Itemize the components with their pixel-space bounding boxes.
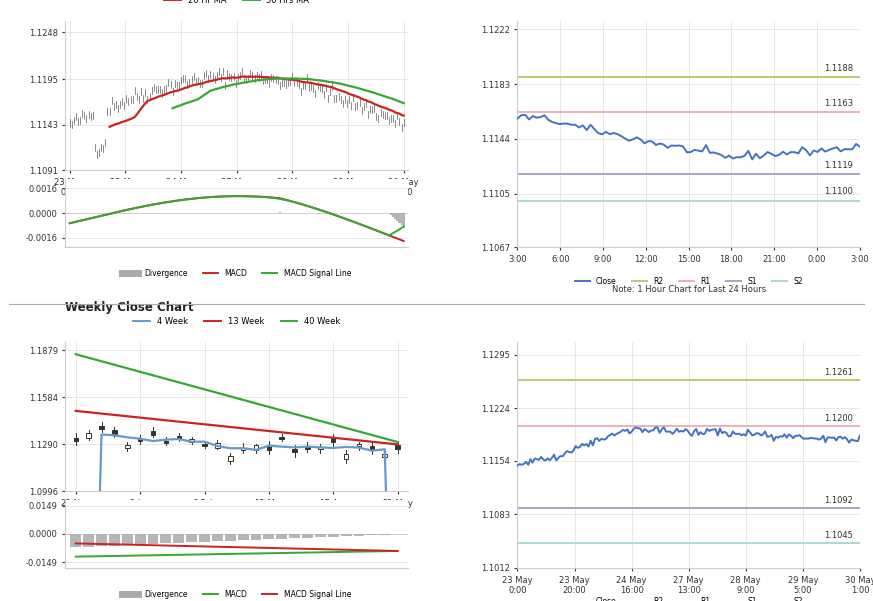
Bar — [199, 534, 210, 542]
Bar — [402, 213, 405, 228]
Text: 1.1163: 1.1163 — [824, 99, 853, 108]
Bar — [390, 213, 392, 215]
Text: Weekly Close Chart: Weekly Close Chart — [65, 301, 194, 314]
Bar — [122, 534, 133, 545]
Bar — [395, 213, 396, 219]
Legend: Close, R2, R1, S1, S2: Close, R2, R1, S1, S2 — [572, 594, 806, 601]
Bar — [71, 534, 81, 547]
Bar — [109, 534, 120, 546]
Text: 1.1100: 1.1100 — [824, 188, 853, 197]
Bar — [292, 449, 297, 452]
Text: 1.1200: 1.1200 — [824, 414, 853, 423]
Legend: Divergence, MACD, MACD Signal Line: Divergence, MACD, MACD Signal Line — [120, 266, 354, 281]
Bar — [96, 534, 107, 546]
Bar — [228, 456, 232, 461]
Bar — [357, 444, 361, 446]
Bar — [289, 534, 300, 538]
Bar — [401, 213, 402, 225]
Legend: 4 Week, 13 Week, 40 Week: 4 Week, 13 Week, 40 Week — [130, 313, 343, 329]
Bar — [266, 445, 272, 450]
Bar — [306, 447, 310, 448]
Bar — [212, 534, 223, 542]
Legend: Close, R2, R1, S1, S2: Close, R2, R1, S1, S2 — [572, 273, 806, 288]
Bar — [224, 534, 236, 541]
Bar — [340, 534, 352, 536]
Bar — [134, 534, 146, 545]
Bar — [278, 212, 281, 213]
Bar — [203, 444, 207, 446]
Bar — [100, 426, 104, 429]
Bar — [367, 534, 377, 535]
Bar — [83, 534, 94, 547]
Bar — [138, 439, 142, 441]
Bar — [173, 534, 184, 543]
Bar — [163, 441, 168, 444]
Bar — [189, 439, 194, 442]
Bar — [302, 534, 313, 538]
Bar — [237, 534, 249, 540]
Bar — [382, 454, 387, 457]
Bar — [125, 445, 129, 448]
Bar — [161, 534, 171, 543]
Bar — [86, 433, 91, 438]
Bar — [151, 431, 155, 435]
Bar — [327, 534, 339, 537]
Text: 1.1188: 1.1188 — [824, 64, 853, 73]
Bar — [186, 534, 197, 543]
Bar — [112, 430, 117, 434]
Legend: Divergence, MACD, MACD Signal Line: Divergence, MACD, MACD Signal Line — [120, 587, 354, 601]
Bar — [254, 445, 258, 450]
Bar — [251, 534, 262, 540]
Bar — [354, 534, 364, 535]
Bar — [318, 447, 323, 449]
Text: Note: 1 Hour Chart for Last 24 Hours: Note: 1 Hour Chart for Last 24 Hours — [612, 285, 766, 294]
Text: 1.1261: 1.1261 — [824, 368, 853, 377]
Text: 1.1092: 1.1092 — [824, 496, 853, 505]
Text: 1.1045: 1.1045 — [824, 531, 853, 540]
Bar — [176, 436, 181, 439]
Text: 1.1119: 1.1119 — [824, 161, 853, 170]
Bar — [279, 437, 284, 439]
Bar — [264, 534, 274, 539]
Bar — [395, 445, 400, 449]
Bar — [344, 454, 348, 459]
Bar — [276, 534, 287, 538]
Bar — [73, 438, 78, 442]
Bar — [241, 448, 245, 450]
Bar — [331, 438, 335, 442]
Bar — [315, 534, 326, 537]
Bar — [148, 534, 159, 544]
Bar — [215, 443, 220, 448]
Legend: 20 Hr MA, 50 Hrs MA: 20 Hr MA, 50 Hrs MA — [161, 0, 313, 8]
Bar — [369, 447, 375, 450]
Bar — [392, 213, 395, 217]
Bar — [398, 213, 401, 223]
Bar — [396, 213, 398, 221]
